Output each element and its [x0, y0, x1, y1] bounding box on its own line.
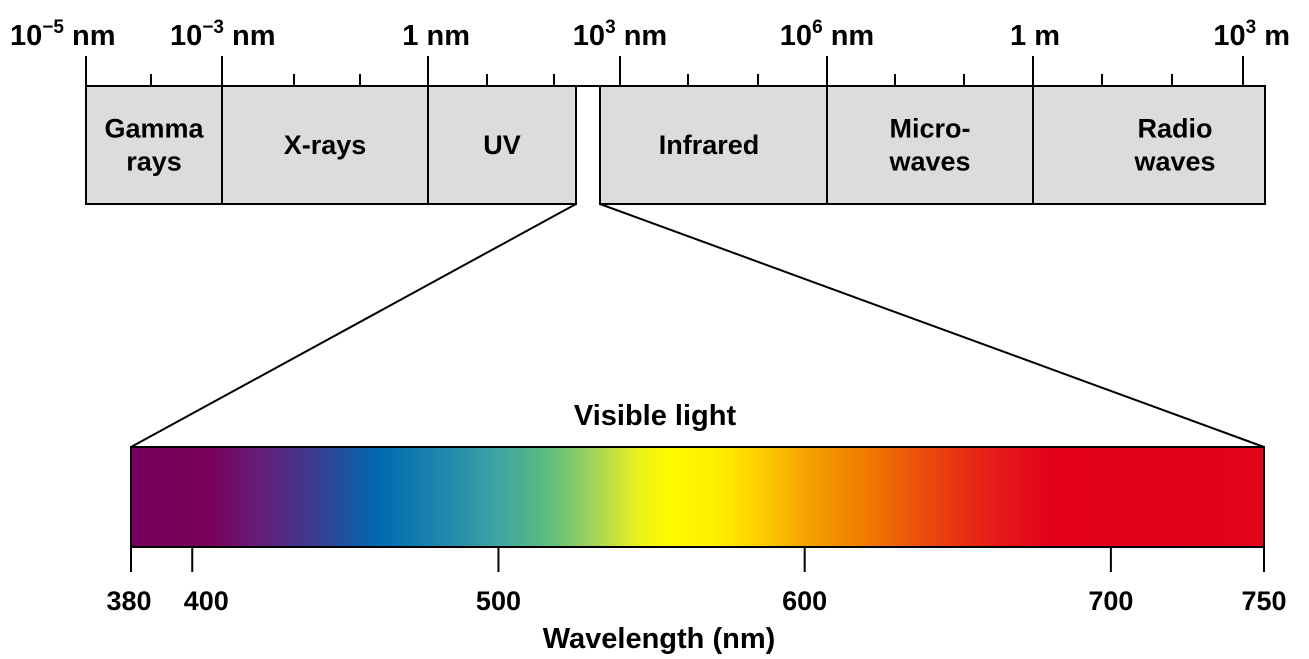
- band-label-line: Infrared: [659, 130, 760, 160]
- log-scale-label-unit: nm: [64, 20, 116, 52]
- log-scale-major-ticks: [85, 56, 1244, 86]
- zoom-line-right: [599, 203, 1265, 448]
- log-scale-label-exponent: −3: [202, 17, 224, 38]
- log-scale-minor-ticks: [150, 74, 1173, 86]
- band-label-line: Micro-: [890, 114, 971, 144]
- log-scale-label-exponent: −5: [42, 17, 64, 38]
- band-box-right: [599, 85, 1266, 205]
- log-scale-axis: 10−5 nm 10−3 nm 1 nm 103 nm 106 nm 1 m 103 m: [10, 17, 1290, 87]
- band-label-gamma: Gamma rays: [104, 114, 204, 177]
- wavelength-tick-label: 380: [106, 586, 151, 616]
- zoom-lines: [130, 203, 1265, 448]
- band-label-xray: X-rays: [284, 130, 367, 160]
- log-scale-label-base: 10: [10, 20, 42, 52]
- band-label-line: Gamma: [104, 114, 204, 144]
- log-scale-label-unit: m: [1026, 20, 1060, 52]
- band-label-line: rays: [126, 147, 182, 177]
- band-label-line: Radio: [1137, 114, 1212, 144]
- band-label-radio: Radio waves: [1133, 114, 1215, 177]
- wavelength-tick-label: 700: [1088, 586, 1133, 616]
- log-scale-label: 1 m: [1010, 20, 1060, 52]
- log-scale-label-base: 10: [170, 20, 202, 52]
- zoom-line-left: [130, 203, 577, 448]
- wavelength-tick-label: 600: [782, 586, 827, 616]
- log-scale-labels: 10−5 nm 10−3 nm 1 nm 103 nm 106 nm 1 m 103 m: [10, 17, 1290, 52]
- log-scale-label: 103 m: [1213, 17, 1290, 52]
- visible-spectrum-bar: [130, 446, 1265, 548]
- log-scale-label-base: 10: [780, 20, 812, 52]
- visible-light-title: Visible light: [574, 400, 737, 432]
- log-scale-label-unit: m: [1256, 20, 1290, 52]
- log-scale-label: 10−5 nm: [10, 17, 116, 52]
- log-scale-label-base: 1: [402, 20, 418, 52]
- wavelength-axis-label: Wavelength (nm): [543, 623, 776, 655]
- visible-wavelength-ticks: 380 400 500 600 700 750: [106, 547, 1287, 616]
- log-scale-label-unit: nm: [616, 20, 668, 52]
- log-scale-label-unit: nm: [823, 20, 875, 52]
- wavelength-tick-label: 750: [1241, 586, 1286, 616]
- log-scale-label-base: 10: [1213, 20, 1245, 52]
- log-scale-label-exponent: 3: [605, 17, 616, 38]
- log-scale-label: 1 nm: [402, 20, 470, 52]
- band-label-line: UV: [483, 130, 521, 160]
- band-label-line: waves: [1133, 147, 1215, 177]
- log-scale-label-exponent: 3: [1246, 17, 1257, 38]
- wavelength-tick-label: 500: [476, 586, 521, 616]
- log-scale-label-unit: nm: [418, 20, 470, 52]
- log-scale-label: 106 nm: [780, 17, 874, 52]
- log-scale-label-base: 1: [1010, 20, 1026, 52]
- log-scale-label: 10−3 nm: [170, 17, 276, 52]
- log-scale-label-exponent: 6: [812, 17, 823, 38]
- band-label-line: waves: [888, 147, 970, 177]
- band-label-line: X-rays: [284, 130, 367, 160]
- band-label-uv: UV: [483, 130, 521, 160]
- log-scale-label: 103 nm: [573, 17, 667, 52]
- band-dividers: [221, 86, 1034, 204]
- band-label-microwaves: Micro-waves: [888, 114, 970, 177]
- wavelength-tick-label: 400: [184, 586, 229, 616]
- band-box-left: [85, 85, 577, 205]
- log-scale-label-unit: nm: [224, 20, 276, 52]
- log-scale-label-base: 10: [573, 20, 605, 52]
- band-label-infrared: Infrared: [659, 130, 760, 160]
